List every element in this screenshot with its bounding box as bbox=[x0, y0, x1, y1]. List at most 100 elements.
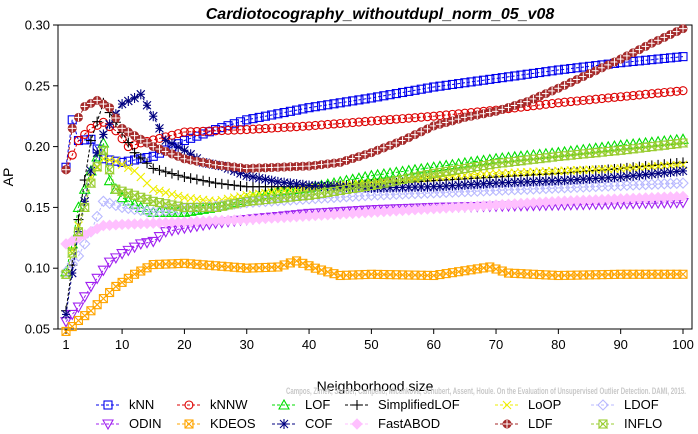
data-point bbox=[577, 149, 589, 159]
data-point bbox=[677, 177, 689, 189]
data-point bbox=[123, 137, 134, 148]
data-point bbox=[267, 123, 277, 133]
data-point bbox=[84, 281, 97, 293]
data-point bbox=[72, 302, 85, 314]
data-point bbox=[66, 248, 78, 258]
data-point bbox=[105, 119, 115, 130]
data-point bbox=[403, 173, 415, 183]
data-point bbox=[217, 125, 227, 136]
data-point bbox=[665, 87, 676, 97]
data-point bbox=[229, 119, 239, 129]
data-point bbox=[379, 115, 389, 125]
data-point bbox=[285, 106, 295, 116]
data-point bbox=[148, 184, 158, 194]
data-point bbox=[130, 131, 140, 141]
data-point bbox=[154, 197, 165, 208]
data-point bbox=[653, 54, 663, 64]
y-tick-label: 0.10 bbox=[25, 261, 50, 276]
data-point bbox=[91, 150, 104, 162]
legend-label: COF bbox=[305, 416, 333, 431]
data-point bbox=[385, 115, 395, 125]
data-point bbox=[515, 156, 527, 166]
data-point bbox=[141, 238, 153, 249]
data-point bbox=[534, 153, 545, 164]
data-point bbox=[466, 77, 476, 87]
data-point bbox=[129, 147, 140, 158]
data-point bbox=[360, 117, 370, 127]
data-point bbox=[404, 86, 414, 96]
legend-swatch-marker bbox=[351, 418, 363, 430]
data-point bbox=[490, 152, 502, 164]
data-point bbox=[566, 97, 576, 107]
data-point bbox=[222, 200, 234, 210]
data-point bbox=[647, 55, 657, 65]
data-point bbox=[167, 138, 177, 149]
series-knn bbox=[61, 52, 688, 172]
data-point bbox=[135, 192, 147, 202]
data-point bbox=[553, 98, 563, 108]
data-point bbox=[284, 194, 297, 206]
legend-swatch-marker bbox=[502, 419, 512, 429]
data-point bbox=[285, 258, 295, 268]
data-point bbox=[167, 189, 177, 199]
data-point bbox=[78, 238, 91, 250]
legend-swatch-marker bbox=[597, 419, 609, 429]
data-point bbox=[197, 202, 209, 212]
data-point bbox=[104, 165, 115, 175]
series-ldof bbox=[60, 177, 689, 278]
data-point bbox=[267, 110, 277, 120]
data-point bbox=[298, 104, 308, 114]
legend: kNN kNNW LOF SimplifiedLOF LoOP LDOF ODIN KDEOS… bbox=[96, 397, 662, 431]
data-point bbox=[105, 155, 115, 165]
data-point bbox=[173, 170, 184, 181]
data-point bbox=[634, 90, 644, 100]
x-tick-label: 90 bbox=[613, 337, 627, 352]
x-tick-label: 70 bbox=[489, 337, 503, 352]
data-point bbox=[186, 127, 196, 137]
data-point bbox=[429, 82, 439, 92]
data-point bbox=[153, 232, 166, 243]
data-point bbox=[248, 114, 258, 124]
data-point bbox=[248, 172, 258, 182]
series-line bbox=[65, 56, 684, 168]
data-point bbox=[97, 265, 110, 277]
plot-frame bbox=[57, 24, 693, 330]
data-point bbox=[678, 269, 688, 279]
data-point bbox=[61, 309, 71, 320]
data-point bbox=[659, 87, 669, 98]
data-point bbox=[186, 133, 196, 143]
data-point bbox=[397, 87, 408, 98]
data-point bbox=[260, 163, 270, 173]
data-point bbox=[185, 202, 196, 212]
data-point bbox=[379, 91, 389, 101]
data-point bbox=[528, 68, 538, 78]
data-point bbox=[155, 186, 164, 196]
data-point bbox=[491, 73, 501, 84]
data-point bbox=[597, 94, 607, 104]
data-point bbox=[304, 261, 314, 271]
data-point bbox=[216, 201, 228, 211]
legend-item-simplifiedlof: SimplifiedLOF bbox=[345, 397, 460, 412]
data-point bbox=[173, 129, 183, 139]
legend-item-ldf: LDF bbox=[495, 416, 553, 431]
data-point bbox=[103, 197, 116, 210]
data-point bbox=[223, 179, 234, 190]
data-point bbox=[180, 145, 189, 156]
data-point bbox=[640, 161, 651, 172]
data-point bbox=[458, 156, 471, 168]
data-point bbox=[452, 157, 465, 169]
data-point bbox=[109, 253, 122, 264]
data-point bbox=[192, 131, 202, 141]
data-point bbox=[304, 103, 314, 113]
series-kdeos bbox=[61, 256, 688, 336]
data-point bbox=[521, 155, 533, 165]
data-point bbox=[266, 194, 277, 204]
data-point bbox=[416, 84, 426, 94]
legend-item-loop: LoOP bbox=[495, 397, 561, 412]
data-point bbox=[347, 183, 359, 193]
data-point bbox=[260, 194, 271, 205]
legend-swatch-marker bbox=[184, 400, 194, 410]
data-point bbox=[254, 112, 264, 122]
data-point bbox=[677, 138, 689, 148]
data-point bbox=[659, 159, 670, 170]
